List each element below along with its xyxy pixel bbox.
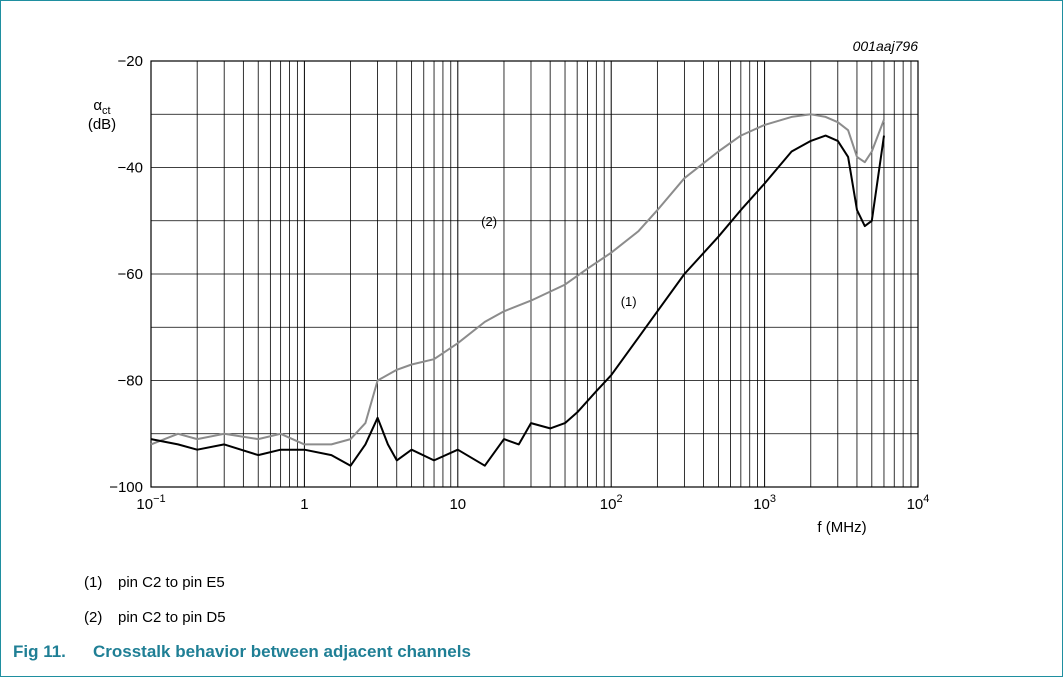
caption-number: Fig 11. [13, 642, 66, 661]
y-tick-label: −80 [118, 373, 143, 390]
note-1: (1) pin C2 to pin E5 [84, 574, 225, 591]
x-tick-label: 1 [300, 496, 308, 513]
x-axis-label: f (MHz) [817, 519, 866, 536]
x-tick-label: 103 [753, 493, 776, 513]
figure-code: 001aaj796 [853, 38, 919, 54]
y-tick-label: −100 [109, 479, 143, 496]
y-tick-label: −40 [118, 160, 143, 177]
x-tick-label: 104 [907, 493, 930, 513]
plot-area [150, 60, 919, 488]
y-tick-label: −60 [118, 266, 143, 283]
note-1-text: pin C2 to pin E5 [118, 574, 225, 591]
y-tick-label: −20 [118, 53, 143, 70]
note-2: (2) pin C2 to pin D5 [84, 609, 226, 626]
x-tick-label: 10−1 [136, 493, 165, 513]
series-line-1 [150, 134, 885, 467]
series-line-2 [150, 113, 885, 446]
y-axis-unit: (dB) [88, 116, 116, 133]
series-label-2: (2) [481, 214, 497, 229]
figure-caption: Fig 11. Crosstalk behavior between adjace… [13, 642, 471, 662]
caption-text: Crosstalk behavior between adjacent chan… [93, 642, 471, 661]
series-layer: (2) (1) [150, 113, 885, 467]
note-1-number: (1) [84, 574, 103, 591]
note-2-text: pin C2 to pin D5 [118, 609, 226, 626]
y-axis-symbol: αct [93, 97, 110, 117]
x-tick-label: 10 [449, 496, 466, 513]
x-tick-label: 102 [600, 493, 623, 513]
note-2-number: (2) [84, 609, 103, 626]
series-label-1: (1) [621, 294, 637, 309]
